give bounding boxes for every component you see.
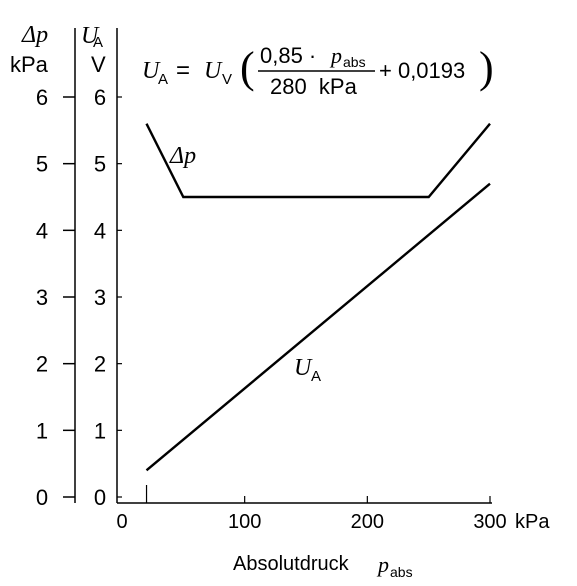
formula-close-paren: ) [479, 43, 494, 92]
right-axis-symbol: U [81, 23, 100, 49]
series-label-ua: U [294, 355, 313, 381]
right-axis-unit: V [91, 52, 106, 77]
x-axis-label-sub: abs [390, 564, 413, 580]
series-line-0 [145, 122, 491, 199]
formula-open-paren: ( [240, 43, 255, 92]
left-tick-label-3: 3 [36, 285, 48, 310]
formula-rhs-sub: V [222, 71, 232, 88]
x-axis-label-text: Absolutdruck [233, 553, 350, 575]
series-group [145, 122, 491, 472]
series-label-ua-sub: A [311, 368, 321, 385]
right-axis-ticks: 0 1 2 3 4 5 6 [94, 85, 122, 510]
x-axis-ticks: 0 100 200 300 [116, 485, 507, 533]
left-tick-label-0: 0 [36, 485, 48, 510]
x-axis-label-var: p [376, 552, 389, 577]
left-axis-unit: kPa [10, 52, 49, 77]
right-axis-symbol-sub: A [93, 34, 103, 51]
right-tick-label-6: 6 [94, 85, 106, 110]
right-tick-label-5: 5 [94, 152, 106, 177]
x-tick-label-0: 0 [116, 511, 127, 533]
x-tick-label-2: 200 [351, 511, 384, 533]
left-tick-label-5: 5 [36, 152, 48, 177]
right-tick-label-4: 4 [94, 218, 106, 243]
right-tick-label-3: 3 [94, 285, 106, 310]
right-tick-label-0: 0 [94, 485, 106, 510]
formula-rhs-symbol: U [204, 58, 223, 84]
formula-denominator: 280 kPa [270, 74, 358, 99]
left-axis-symbol: Δp [21, 22, 48, 48]
formula-addend: + 0,0193 [379, 58, 465, 83]
series-line-1 [145, 182, 491, 472]
right-tick-label-1: 1 [94, 418, 106, 443]
series-label-delta-p: Δp [169, 143, 196, 169]
formula-equals: = [176, 57, 190, 84]
formula: U A = U V ( 0,85 · p abs 280 kPa + 0,019… [142, 43, 494, 99]
formula-numerator-var-sub: abs [343, 54, 366, 70]
left-tick-label-6: 6 [36, 85, 48, 110]
left-tick-label-1: 1 [36, 418, 48, 443]
left-axis-ticks: 0 1 2 3 4 5 6 [36, 85, 75, 510]
left-tick-label-4: 4 [36, 218, 48, 243]
right-tick-label-2: 2 [94, 352, 106, 377]
x-axis-label: Absolutdruck p abs [233, 552, 413, 580]
formula-lhs-sub: A [158, 71, 168, 88]
x-tick-label-3: 300 [473, 511, 506, 533]
formula-numerator-coef: 0,85 · [260, 43, 316, 68]
formula-numerator-var: p [329, 43, 342, 68]
x-axis-unit: kPa [515, 511, 550, 533]
x-tick-label-1: 100 [228, 511, 261, 533]
formula-lhs-symbol: U [142, 58, 161, 84]
left-tick-label-2: 2 [36, 352, 48, 377]
